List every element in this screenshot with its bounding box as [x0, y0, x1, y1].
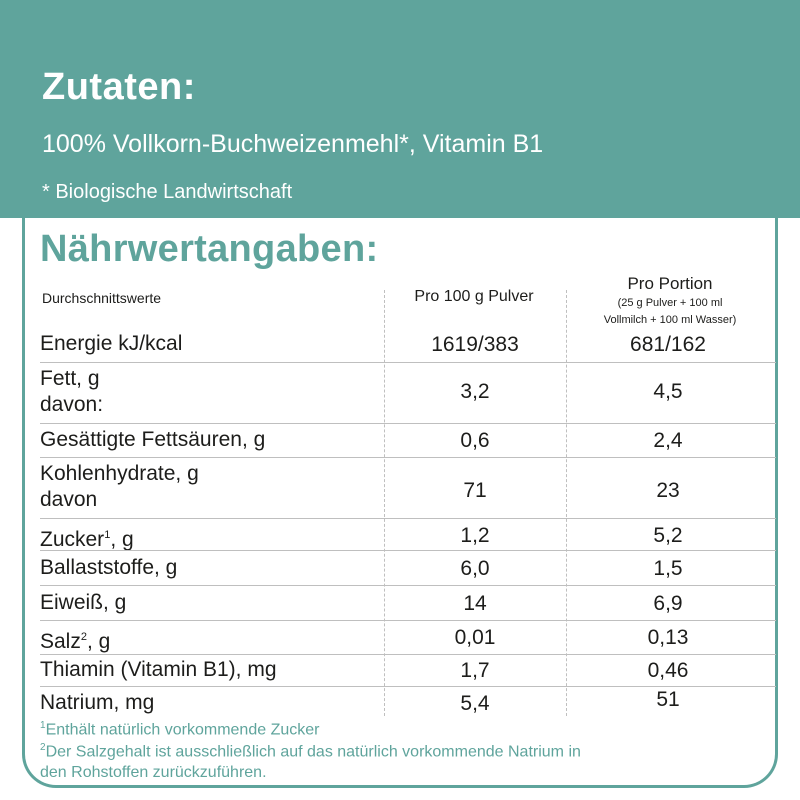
row-value-per-portion: 23: [656, 479, 680, 502]
row-label: Energie kJ/kcal: [40, 332, 183, 355]
row-value-per-100g: 71: [463, 479, 487, 502]
row-value-per-100g: 0,01: [454, 626, 496, 649]
column-divider: [384, 290, 385, 716]
row-value-per-portion: 6,9: [653, 592, 683, 615]
row-value-per-portion: 0,46: [647, 659, 689, 682]
row-label: Thiamin (Vitamin B1), mg: [40, 658, 277, 681]
row-label: Fett, g davon:: [40, 366, 103, 418]
footnote-1: 1Enthält natürlich vorkommende Zucker: [40, 715, 319, 740]
row-value-per-100g: 1,7: [460, 659, 490, 682]
row-divider: [40, 686, 776, 687]
column-header-portion-title: Pro Portion: [627, 274, 713, 293]
row-divider: [40, 620, 776, 621]
table-row: Thiamin (Vitamin B1), mg 1,7 0,46: [40, 657, 776, 685]
footnote-marker: 1: [104, 529, 111, 541]
organic-footnote: * Biologische Landwirtschaft: [42, 181, 293, 203]
row-value-per-portion: 4,5: [653, 380, 683, 403]
column-header-per-portion: Pro Portion (25 g Pulver + 100 ml Vollmi…: [572, 274, 768, 328]
nutrition-panel: [22, 190, 778, 788]
row-value-per-100g: 1619/383: [431, 333, 519, 356]
row-divider: [40, 654, 776, 655]
row-label: Eiweiß, g: [40, 591, 127, 614]
row-label-line-1: Kohlenhydrate, g: [40, 462, 199, 485]
ingredients-text: 100% Vollkorn-Buchweizenmehl*, Vitamin B…: [42, 130, 544, 158]
row-label: Salz2, g: [40, 624, 110, 655]
column-header-label: Durchschnittswerte: [42, 290, 162, 306]
row-label: Ballaststoffe, g: [40, 556, 178, 579]
footnote-text: Der Salzgehalt ist ausschließlich auf da…: [45, 743, 581, 761]
footnote-marker: 1: [40, 720, 46, 731]
table-row: Eiweiß, g 14 6,9: [40, 590, 776, 618]
table-row: Natrium, mg 5,4 51: [40, 688, 776, 718]
row-label-unit: , g: [110, 528, 134, 551]
table-row: Salz2, g 0,01 0,13: [40, 624, 776, 655]
row-value-per-100g: 3,2: [460, 380, 490, 403]
row-label-text: Salz: [40, 630, 81, 653]
row-value-per-100g: 14: [463, 592, 487, 615]
footnote-text: Enthält natürlich vorkommende Zucker: [45, 721, 320, 739]
row-value-per-100g: 6,0: [460, 557, 490, 580]
row-value-per-portion: 51: [656, 688, 680, 711]
column-header-portion-note-2: Vollmilch + 100 ml Wasser): [603, 314, 737, 326]
row-label: Zucker1, g: [40, 522, 134, 553]
row-value-per-100g: 0,6: [460, 429, 490, 452]
row-divider: [40, 457, 776, 458]
row-label-text: Zucker: [40, 528, 105, 551]
footnote-marker: 2: [80, 631, 87, 643]
row-value-per-portion: 0,13: [647, 626, 689, 649]
footnote-2: 2Der Salzgehalt ist ausschließlich auf d…: [40, 737, 581, 783]
ingredients-title: Zutaten:: [42, 66, 196, 108]
row-value-per-portion: 681/162: [630, 333, 706, 356]
row-label-unit: , g: [86, 630, 111, 653]
row-value-per-100g: 5,4: [460, 692, 490, 715]
table-row: Zucker1, g 1,2 5,2: [40, 522, 776, 553]
column-divider: [566, 290, 567, 716]
table-row: Energie kJ/kcal 1619/383 681/162: [40, 331, 776, 361]
table-row: Kohlenhydrate, g davon 71 23: [40, 461, 776, 517]
row-label-line-2: davon: [40, 488, 98, 511]
row-label: Kohlenhydrate, g davon: [40, 461, 199, 513]
row-divider: [40, 585, 776, 586]
row-value-per-portion: 5,2: [653, 524, 683, 547]
row-divider: [40, 550, 776, 551]
row-divider: [40, 423, 776, 424]
row-value-per-100g: 1,2: [460, 524, 490, 547]
row-divider: [40, 518, 776, 519]
row-value-per-portion: 1,5: [653, 557, 683, 580]
footnote-text-line-2: den Rohstoffen zurückzuführen.: [40, 764, 267, 782]
row-label: Natrium, mg: [40, 691, 155, 714]
column-header-per-100g: Pro 100 g Pulver: [414, 288, 534, 305]
table-row: Gesättigte Fettsäuren, g 0,6 2,4: [40, 427, 776, 457]
row-label-line-1: Fett, g: [40, 367, 100, 390]
column-header-portion-note-1: (25 g Pulver + 100 ml: [617, 297, 723, 309]
footnote-marker: 2: [40, 742, 46, 753]
row-label: Gesättigte Fettsäuren, g: [40, 428, 266, 451]
row-divider: [40, 362, 776, 363]
table-row: Ballaststoffe, g 6,0 1,5: [40, 555, 776, 583]
row-label-line-2: davon:: [40, 393, 104, 416]
nutrition-title: Nährwertangaben:: [40, 228, 379, 270]
row-value-per-portion: 2,4: [653, 429, 683, 452]
ingredients-header: Zutaten: 100% Vollkorn-Buchweizenmehl*, …: [0, 0, 800, 218]
table-row: Fett, g davon: 3,2 4,5: [40, 366, 776, 422]
